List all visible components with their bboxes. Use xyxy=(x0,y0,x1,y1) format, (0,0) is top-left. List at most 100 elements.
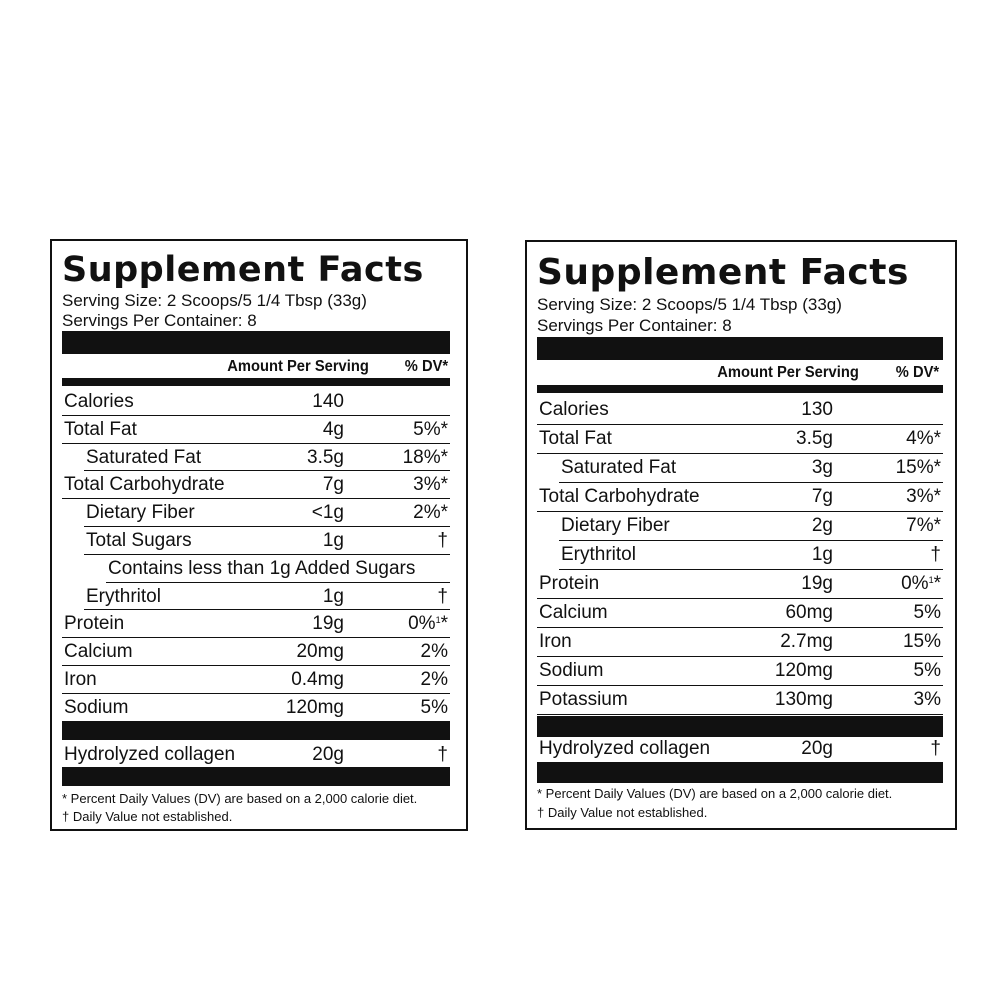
nutrient-dv: † xyxy=(437,583,448,610)
footnote-dv: * Percent Daily Values (DV) are based on… xyxy=(537,786,893,801)
row-divider xyxy=(537,598,943,599)
label-title: Supplement Facts xyxy=(62,250,424,290)
thick-divider xyxy=(62,721,450,740)
nutrient-row: Potassium 130mg 3% xyxy=(537,686,943,713)
nutrient-row: Total Sugars 1g † xyxy=(62,527,450,554)
nutrient-name: Calories xyxy=(539,399,609,420)
nutrient-dv: 7%* xyxy=(906,512,941,539)
row-divider xyxy=(62,665,450,666)
footnote-dv: * Percent Daily Values (DV) are based on… xyxy=(62,791,418,806)
nutrient-name: Contains less than 1g Added Sugars xyxy=(108,557,416,579)
servings-per-container: Servings Per Container: 8 xyxy=(537,316,732,335)
nutrient-amount: 1g xyxy=(811,544,833,565)
row-divider xyxy=(84,553,450,555)
row-divider xyxy=(84,609,450,611)
nutrient-dv: 3%* xyxy=(413,471,448,498)
nutrient-amount: 2.7mg xyxy=(780,631,833,652)
nutrient-dv: 2%* xyxy=(413,499,448,526)
blend-row: Hydrolyzed collagen 20g † xyxy=(537,735,943,762)
nutrient-row: Sodium 120mg 5% xyxy=(537,657,943,684)
nutrient-row: Calcium 60mg 5% xyxy=(537,599,943,626)
nutrient-row: Total Fat 4g 5%* xyxy=(62,416,450,443)
nutrient-row: Erythritol 1g † xyxy=(62,583,450,610)
nutrient-dv: † xyxy=(930,541,941,568)
nutrient-name: Total Fat xyxy=(64,418,137,440)
row-divider xyxy=(84,470,450,472)
nutrient-row: Saturated Fat 3g 15%* xyxy=(537,454,943,481)
dv-value: 7%* xyxy=(906,515,941,536)
nutrient-amount: 0.4mg xyxy=(291,669,344,690)
thick-divider xyxy=(537,762,943,783)
nutrient-name: Iron xyxy=(64,669,97,690)
label-title: Supplement Facts xyxy=(537,252,909,293)
blend-amount: 20g xyxy=(312,744,344,765)
row-divider xyxy=(62,637,450,639)
nutrient-dv: 2% xyxy=(421,638,448,665)
nutrient-amount: 3.5g xyxy=(307,446,344,468)
nutrient-amount: 120mg xyxy=(285,696,344,718)
nutrient-row: Dietary Fiber <1g 2%* xyxy=(62,499,450,526)
nutrient-dv: 5% xyxy=(914,599,941,626)
nutrient-dv: 3% xyxy=(914,686,941,713)
blend-name: Hydrolyzed collagen xyxy=(64,744,236,765)
thick-divider xyxy=(62,767,450,786)
thick-divider xyxy=(62,331,450,354)
nutrient-amount: 120mg xyxy=(774,660,833,681)
row-divider xyxy=(537,685,943,686)
dv-footnote-marker: 1 xyxy=(435,615,441,626)
nutrient-dv: 5% xyxy=(914,657,941,684)
nutrient-row: Protein 19g 0%1* xyxy=(537,570,943,597)
nutrient-amount: 3g xyxy=(811,457,833,478)
dv-value: 0% xyxy=(408,613,436,635)
nutrient-name: Total Carbohydrate xyxy=(64,474,225,496)
nutrient-amount: 4g xyxy=(322,418,344,440)
row-divider xyxy=(62,692,450,694)
nutrient-amount: 3.5g xyxy=(796,428,833,449)
amount-per-serving-header: Amount Per Serving xyxy=(717,364,859,381)
nutrient-dv: 3%* xyxy=(906,483,941,510)
nutrient-name: Total Fat xyxy=(539,428,612,449)
nutrient-dv: † xyxy=(437,527,448,554)
dv-value: 5% xyxy=(420,696,448,718)
nutrient-name: Total Sugars xyxy=(86,530,192,551)
nutrient-amount: <1g xyxy=(311,502,344,524)
blend-dv: † xyxy=(437,744,448,765)
nutrient-amount: 7g xyxy=(322,474,344,496)
nutrient-amount: 7g xyxy=(811,486,833,507)
row-divider xyxy=(537,424,943,425)
nutrient-amount: 140 xyxy=(312,391,344,412)
row-divider xyxy=(559,569,943,570)
row-divider xyxy=(62,498,450,500)
nutrient-row: Erythritol 1g † xyxy=(537,541,943,568)
row-divider xyxy=(106,581,450,583)
nutrient-dv: 5% xyxy=(421,694,448,721)
dv-value: 4%* xyxy=(906,428,941,449)
dv-asterisk: * xyxy=(933,573,941,594)
footnote-dagger: † Daily Value not established. xyxy=(537,805,708,820)
nutrient-amount: 20mg xyxy=(296,641,344,663)
supplement-facts-label-left: Supplement Facts Serving Size: 2 Scoops/… xyxy=(50,239,468,831)
nutrient-row: Protein 19g 0%1* xyxy=(62,610,450,637)
nutrient-amount: 1g xyxy=(322,530,344,551)
nutrient-row: Total Carbohydrate 7g 3%* xyxy=(537,483,943,510)
blend-amount: 20g xyxy=(801,738,833,759)
medium-divider xyxy=(62,378,450,386)
nutrient-name: Protein xyxy=(539,573,600,594)
nutrient-amount: 130mg xyxy=(774,689,833,710)
nutrient-name: Calories xyxy=(64,391,134,412)
dv-header: % DV* xyxy=(404,358,448,375)
blend-row: Hydrolyzed collagen 20g † xyxy=(62,741,450,768)
nutrient-dv: 15%* xyxy=(896,454,941,481)
row-divider xyxy=(537,511,943,512)
nutrient-name: Sodium xyxy=(64,696,129,718)
nutrient-amount: 130 xyxy=(801,399,833,420)
nutrient-name: Saturated Fat xyxy=(86,446,202,468)
dv-value: 5% xyxy=(913,660,941,681)
amount-per-serving-header: Amount Per Serving xyxy=(227,358,369,375)
dv-asterisk: * xyxy=(440,613,448,635)
nutrient-amount: 60mg xyxy=(785,602,833,623)
nutrient-amount: 19g xyxy=(801,573,833,594)
nutrient-amount: 2g xyxy=(811,515,833,536)
blend-dv: † xyxy=(930,738,941,759)
nutrient-row: Calories 130 xyxy=(537,396,943,423)
